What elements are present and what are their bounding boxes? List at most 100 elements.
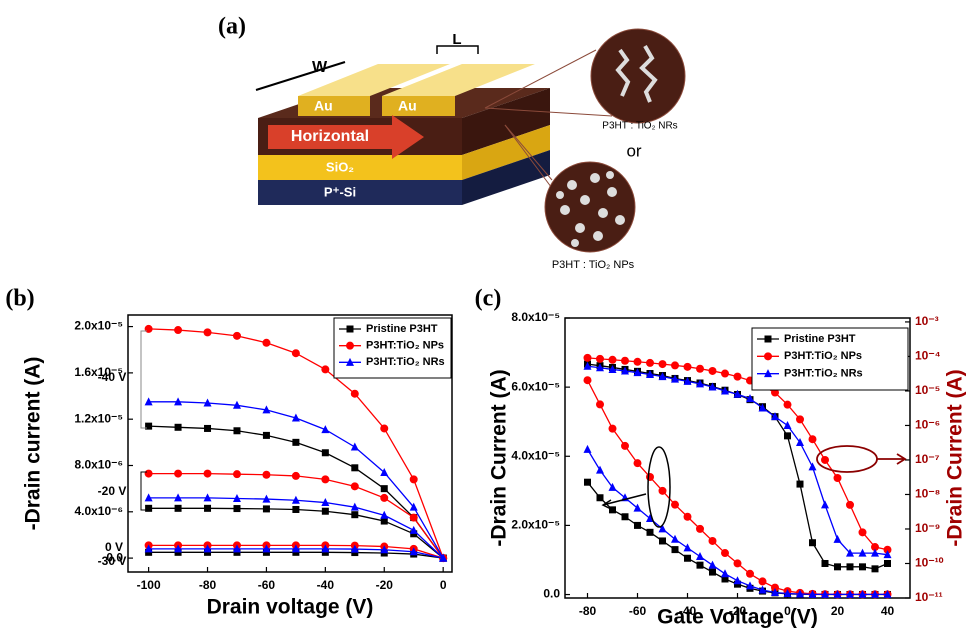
pointer-arrow bbox=[877, 454, 905, 464]
marker bbox=[204, 505, 211, 512]
marker bbox=[263, 432, 270, 439]
marker bbox=[872, 565, 879, 572]
marker bbox=[634, 522, 641, 529]
marker bbox=[697, 562, 704, 569]
y2-axis-title: -Drain Current (A) bbox=[944, 369, 967, 546]
marker bbox=[859, 563, 866, 570]
marker bbox=[784, 401, 792, 409]
marker bbox=[174, 470, 182, 478]
electrode-label: Au bbox=[314, 98, 333, 114]
device-diagram: (a) W L Au Au Horizontal SiO₂ P⁺-Si P3HT… bbox=[218, 14, 685, 271]
marker bbox=[797, 481, 804, 488]
inset-label: P3HT : TiO₂ NPs bbox=[552, 259, 635, 271]
marker bbox=[204, 425, 211, 432]
marker bbox=[671, 501, 679, 509]
marker bbox=[696, 525, 704, 533]
marker bbox=[734, 559, 742, 567]
marker bbox=[175, 424, 182, 431]
marker bbox=[709, 537, 717, 545]
arrow-label: Horizontal bbox=[291, 128, 369, 145]
marker bbox=[684, 543, 692, 551]
bracket bbox=[141, 331, 147, 428]
marker bbox=[834, 474, 842, 482]
x-tick-label: -80 bbox=[199, 578, 217, 592]
y2-tick-label: 10⁻¹⁰ bbox=[915, 556, 944, 570]
page: { "diagram": {"label": "(a)", "w_label":… bbox=[0, 0, 972, 630]
y-tick-label: 0.0 bbox=[543, 587, 560, 601]
electrode bbox=[298, 96, 370, 116]
electrode bbox=[382, 96, 455, 116]
x-tick-label: -80 bbox=[579, 604, 597, 618]
marker bbox=[646, 473, 654, 481]
marker bbox=[884, 560, 891, 567]
x-tick-label: -40 bbox=[317, 578, 335, 592]
layer-label: P⁺-Si bbox=[324, 184, 356, 199]
marker bbox=[634, 358, 642, 366]
marker bbox=[821, 500, 829, 508]
marker bbox=[659, 537, 666, 544]
marker bbox=[292, 349, 300, 357]
marker bbox=[262, 471, 270, 479]
marker bbox=[721, 549, 729, 557]
y2-tick-label: 10⁻⁶ bbox=[915, 418, 940, 432]
marker bbox=[321, 365, 329, 373]
series-line bbox=[149, 426, 444, 558]
marker bbox=[784, 421, 792, 429]
marker bbox=[262, 339, 270, 347]
marker bbox=[672, 546, 679, 553]
marker bbox=[322, 508, 329, 515]
marker bbox=[584, 376, 592, 384]
marker bbox=[765, 336, 772, 343]
y2-tick-label: 10⁻³ bbox=[915, 314, 939, 328]
bracket bbox=[141, 472, 147, 510]
panel-label: (b) bbox=[5, 286, 34, 312]
x-tick-label: 40 bbox=[881, 604, 895, 618]
marker bbox=[175, 505, 182, 512]
y-tick-label: 8.0x10⁻⁶ bbox=[74, 458, 123, 472]
marker bbox=[634, 459, 642, 467]
x-tick-label: -100 bbox=[137, 578, 161, 592]
marker bbox=[584, 445, 592, 453]
marker bbox=[647, 529, 654, 536]
marker bbox=[410, 526, 418, 534]
inset-label: P3HT : TiO₂ NRs bbox=[602, 121, 677, 132]
legend-label: Pristine P3HT bbox=[366, 323, 438, 335]
marker bbox=[381, 485, 388, 492]
x-tick-label: -60 bbox=[629, 604, 647, 618]
annotation: -20 V bbox=[98, 484, 127, 498]
marker bbox=[684, 513, 692, 521]
marker bbox=[847, 563, 854, 570]
marker bbox=[174, 326, 182, 334]
marker bbox=[809, 539, 816, 546]
marker bbox=[684, 555, 691, 562]
chart: (b)Drain voltage (V)-Drain current (A)-1… bbox=[5, 286, 452, 619]
marker bbox=[671, 361, 679, 369]
y-tick-label: 2.0x10⁻⁵ bbox=[74, 319, 123, 333]
legend-label: P3HT:TiO₂ NRs bbox=[784, 368, 863, 380]
panel-label: (c) bbox=[475, 286, 502, 312]
x-tick-label: -20 bbox=[376, 578, 394, 592]
marker bbox=[846, 501, 854, 509]
marker bbox=[822, 560, 829, 567]
marker bbox=[596, 355, 604, 363]
marker bbox=[347, 326, 354, 333]
y-tick-label: 1.2x10⁻⁵ bbox=[74, 411, 123, 425]
length-label: L bbox=[452, 31, 461, 48]
marker bbox=[584, 479, 591, 486]
marker bbox=[764, 352, 772, 360]
annotation: 0 V bbox=[105, 540, 123, 554]
layer-label: SiO₂ bbox=[326, 159, 354, 174]
x-tick-label: 0 bbox=[440, 578, 447, 592]
inset-nanorods bbox=[591, 29, 685, 123]
marker bbox=[321, 475, 329, 483]
marker bbox=[380, 424, 388, 432]
marker bbox=[145, 423, 152, 430]
y2-tick-label: 10⁻¹¹ bbox=[915, 590, 943, 604]
marker bbox=[859, 528, 867, 536]
marker bbox=[796, 415, 804, 423]
x-tick-label: -60 bbox=[258, 578, 276, 592]
marker bbox=[671, 535, 679, 543]
marker bbox=[784, 432, 791, 439]
marker bbox=[145, 470, 153, 478]
legend-label: P3HT:TiO₂ NPs bbox=[784, 350, 862, 362]
